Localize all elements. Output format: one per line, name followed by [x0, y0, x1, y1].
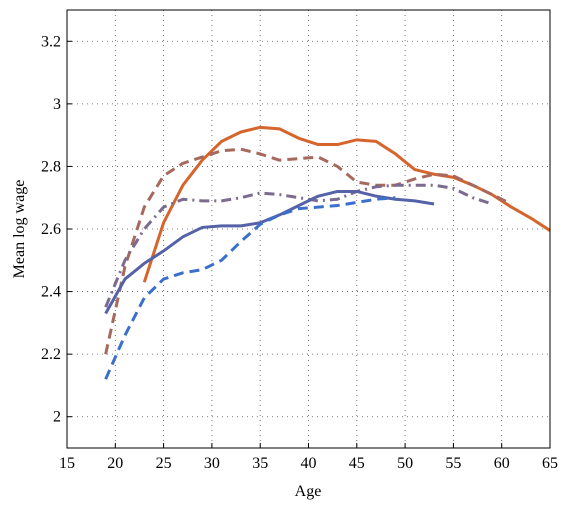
x-tick-label: 45 [349, 455, 365, 472]
plot-border [66, 9, 551, 449]
x-tick-label: 30 [204, 455, 220, 472]
y-tick-label: 3.2 [41, 33, 61, 50]
y-tick-label: 2 [53, 409, 61, 426]
x-tick-label: 35 [252, 455, 268, 472]
x-tick-label: 20 [107, 455, 123, 472]
x-tick-label: 15 [59, 455, 75, 472]
x-tick-label: 65 [542, 455, 558, 472]
line-series [104, 147, 513, 355]
x-tick-label: 60 [494, 455, 510, 472]
line-series [104, 196, 396, 380]
x-tick-label: 55 [445, 455, 461, 472]
y-axis-label: Mean log wage [11, 180, 28, 279]
y-tick-label: 3 [53, 96, 61, 113]
y-tick-label: 2.8 [41, 158, 61, 175]
x-axis-label: Age [295, 483, 322, 500]
line-series [142, 125, 551, 283]
y-tick-label: 2.6 [41, 221, 61, 238]
y-tick-label: 2.2 [41, 346, 61, 363]
x-tick-label: 50 [397, 455, 413, 472]
y-tick-label: 2.4 [41, 284, 61, 301]
x-tick-label: 25 [156, 455, 172, 472]
x-tick-label: 40 [301, 455, 317, 472]
